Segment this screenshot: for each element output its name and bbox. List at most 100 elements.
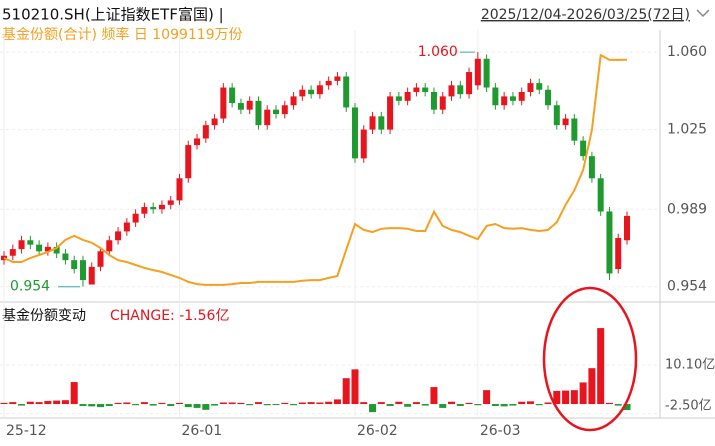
bar bbox=[0, 402, 8, 405]
candle-body bbox=[334, 76, 341, 81]
bar bbox=[333, 399, 341, 405]
candle-body bbox=[132, 213, 139, 223]
candle-body bbox=[606, 211, 613, 274]
bar bbox=[35, 402, 43, 405]
bar bbox=[219, 402, 227, 405]
bar bbox=[79, 404, 87, 406]
candle-body bbox=[44, 246, 51, 252]
candle-body bbox=[229, 87, 236, 104]
candle-body bbox=[316, 85, 323, 95]
candle-body bbox=[106, 240, 113, 252]
bar bbox=[18, 404, 26, 406]
bar bbox=[149, 404, 157, 406]
candle-body bbox=[387, 96, 394, 130]
bar bbox=[158, 402, 166, 405]
candle-body bbox=[273, 109, 280, 115]
bar bbox=[184, 404, 192, 408]
bar bbox=[316, 402, 324, 405]
candle-body bbox=[79, 260, 86, 281]
candle-body bbox=[395, 96, 402, 101]
bar bbox=[175, 402, 183, 405]
candle-body bbox=[211, 118, 218, 126]
candle-body bbox=[115, 231, 122, 241]
candle-body bbox=[158, 204, 165, 210]
candle-body bbox=[413, 87, 420, 92]
bar bbox=[193, 404, 201, 408]
bar bbox=[246, 404, 254, 406]
bar bbox=[605, 402, 613, 405]
candle-body bbox=[62, 253, 69, 261]
candle-body bbox=[562, 118, 569, 126]
candle-body bbox=[483, 58, 490, 88]
bar bbox=[88, 404, 96, 407]
candle-body bbox=[71, 260, 78, 270]
bar bbox=[298, 402, 306, 405]
bar bbox=[132, 404, 140, 406]
dropdown-icon[interactable] bbox=[696, 9, 710, 18]
bar bbox=[290, 404, 298, 406]
bar bbox=[597, 328, 605, 405]
candle-body bbox=[308, 89, 315, 95]
bar bbox=[202, 404, 210, 410]
candle-body bbox=[325, 80, 332, 86]
candle-body bbox=[474, 58, 481, 86]
bar bbox=[518, 401, 526, 405]
bar bbox=[623, 404, 631, 411]
date-range[interactable]: 2025/12/04-2026/03/25(72日) bbox=[481, 7, 690, 23]
bar bbox=[614, 404, 622, 406]
candle-body bbox=[220, 87, 227, 119]
candle-body bbox=[509, 96, 516, 101]
candle-body bbox=[9, 249, 16, 256]
share-line bbox=[3, 53, 628, 286]
bar bbox=[263, 404, 271, 406]
candle-body bbox=[369, 116, 376, 130]
candle-body bbox=[264, 109, 271, 126]
bar bbox=[465, 402, 473, 405]
y-tick-label: 0.989 bbox=[667, 201, 707, 217]
bar bbox=[53, 400, 61, 405]
candle-body bbox=[378, 116, 385, 130]
candle-body bbox=[404, 91, 411, 101]
panel-title: 基金份额变动 bbox=[2, 307, 86, 324]
bar bbox=[114, 402, 122, 405]
bar bbox=[474, 404, 482, 406]
bar bbox=[211, 404, 219, 406]
candle-body bbox=[571, 118, 578, 141]
chart-subtitle: 基金份额(合计) 频率 日 1099119万份 bbox=[2, 26, 243, 43]
y-tick-label: -2.50亿 bbox=[665, 399, 712, 414]
bar bbox=[483, 390, 491, 405]
bar bbox=[509, 404, 517, 406]
highlight-ellipse bbox=[542, 286, 638, 432]
bar bbox=[61, 400, 69, 405]
candle-body bbox=[123, 222, 130, 232]
candle-body bbox=[1, 255, 7, 261]
y-tick-label: 10.10亿 bbox=[665, 358, 715, 373]
candle-body bbox=[246, 100, 253, 110]
bar bbox=[544, 402, 552, 405]
y-tick-label: 1.025 bbox=[667, 122, 707, 138]
bar bbox=[105, 404, 113, 406]
bar bbox=[9, 402, 17, 405]
bar bbox=[448, 401, 456, 405]
bar bbox=[237, 402, 245, 405]
bar bbox=[70, 382, 78, 405]
change-label: CHANGE: -1.56亿 bbox=[110, 308, 229, 324]
y-tick-label: 1.060 bbox=[667, 44, 707, 60]
bar bbox=[562, 390, 570, 405]
candle-body bbox=[466, 72, 473, 95]
x-tick-label: 26-02 bbox=[357, 423, 398, 439]
candle-body bbox=[27, 240, 34, 245]
candle-body bbox=[202, 125, 209, 139]
annotation-label: 0.954 bbox=[10, 279, 50, 295]
candle-body bbox=[194, 138, 201, 146]
bar bbox=[500, 404, 508, 407]
x-tick-label: 26-03 bbox=[480, 423, 521, 439]
candle-body bbox=[588, 156, 595, 179]
bar bbox=[369, 404, 377, 413]
bar bbox=[439, 404, 447, 408]
candle-body bbox=[545, 89, 552, 106]
x-tick-label: 26-01 bbox=[181, 423, 222, 439]
bar bbox=[342, 378, 350, 405]
candle-body bbox=[53, 246, 60, 254]
